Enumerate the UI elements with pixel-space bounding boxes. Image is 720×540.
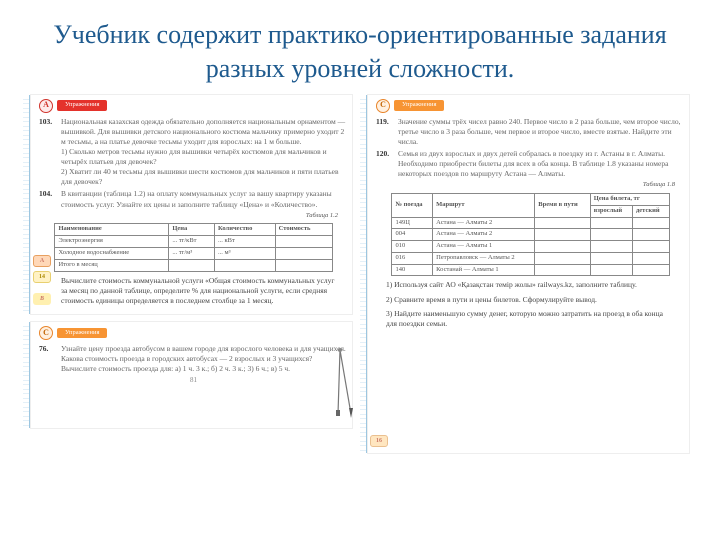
col-route: Маршрут <box>433 194 535 218</box>
col-name: Наименование <box>55 224 169 236</box>
cell: 149Ц <box>392 217 433 229</box>
slide-title: Учебник содержит практико-ориентированны… <box>0 0 720 94</box>
problem-number: 76. <box>39 344 57 374</box>
col-cost: Стоимость <box>275 224 332 236</box>
table-1-2: Наименование Цена Количество Стоимость Э… <box>54 223 332 271</box>
cell: Электроэнергия <box>55 236 169 248</box>
margin-tag-14: 14 <box>33 271 51 283</box>
cell: Итого в месяц <box>55 259 169 271</box>
problem-number: 103. <box>39 117 57 188</box>
problem-number: 104. <box>39 189 57 209</box>
col-child: детский <box>633 205 670 217</box>
section-c-label: Упражнения <box>57 328 107 339</box>
table-1-8: № поезда Маршрут Время в пути Цена билет… <box>391 193 669 276</box>
col-price: Цена <box>169 224 215 236</box>
cell <box>535 229 591 241</box>
badge-c-icon: C <box>376 99 390 113</box>
cell: Астана — Алматы 2 <box>433 217 535 229</box>
cell <box>590 217 632 229</box>
cell <box>633 241 670 253</box>
page-left-bottom: C Упражнения 76. Узнайте цену проезда ав… <box>30 321 353 429</box>
page-number-81: 81 <box>39 376 348 385</box>
cell <box>535 241 591 253</box>
cell <box>275 248 332 260</box>
cell <box>215 259 276 271</box>
cell: ... кВт <box>215 236 276 248</box>
section-c-left-header: C Упражнения <box>39 326 348 340</box>
problem-119: 119. Значение суммы трёх чисел равно 240… <box>376 117 685 147</box>
section-c-label: Упражнения <box>394 100 444 111</box>
col-train-no: № поезда <box>392 194 433 218</box>
problem-120: 120. Семья из двух взрослых и двух детей… <box>376 149 685 179</box>
cell <box>535 252 591 264</box>
left-column: A Упражнения 103. Национальная казахская… <box>30 94 353 534</box>
problem-76: 76. Узнайте цену проезда автобусом в ваш… <box>39 344 348 374</box>
cell: Холодное водоснабжение <box>55 248 169 260</box>
q1: 1) Используя сайт АО «Қазақстан темір жо… <box>386 280 675 290</box>
cell <box>169 259 215 271</box>
cell: ... тг/м³ <box>169 248 215 260</box>
p103-body: Национальная казахская одежда обязательн… <box>61 117 345 146</box>
section-c-right-header: C Упражнения <box>376 99 685 113</box>
two-column-layout: A Упражнения 103. Национальная казахская… <box>0 94 720 534</box>
cell: 140 <box>392 264 433 276</box>
p103-sub1: 1) Сколько метров тесьмы нужно для вышив… <box>61 147 327 166</box>
compass-icon <box>334 348 356 418</box>
cell <box>633 229 670 241</box>
col-time: Время в пути <box>535 194 591 218</box>
cell <box>633 252 670 264</box>
cell <box>275 259 332 271</box>
q2: 2) Сравните время в пути и цены билетов.… <box>386 295 675 305</box>
right-column: C Упражнения 119. Значение суммы трёх чи… <box>367 94 690 534</box>
table12-caption: Таблица 1.2 <box>39 212 348 221</box>
cell <box>590 241 632 253</box>
problem-number: 119. <box>376 117 394 147</box>
cell: ... тг/кВт <box>169 236 215 248</box>
problem-text: Значение суммы трёх чисел равно 240. Пер… <box>398 117 685 147</box>
cell: Астана — Алматы 1 <box>433 241 535 253</box>
margin-tag-a: А <box>33 255 51 267</box>
problem-text: Семья из двух взрослых и двух детей собр… <box>398 149 685 179</box>
problem-103: 103. Национальная казахская одежда обяза… <box>39 117 348 188</box>
page-right: C Упражнения 119. Значение суммы трёх чи… <box>367 94 690 454</box>
problem-text: Национальная казахская одежда обязательн… <box>61 117 348 188</box>
cell <box>590 264 632 276</box>
table18-caption: Таблица 1.8 <box>376 181 685 190</box>
problem-104: 104. В квитанции (таблица 1.2) на оплату… <box>39 189 348 209</box>
problem-text: Узнайте цену проезда автобусом в вашем г… <box>61 344 348 374</box>
col-qty: Количество <box>215 224 276 236</box>
problem-number: 120. <box>376 149 394 179</box>
cell <box>535 217 591 229</box>
badge-a-icon: A <box>39 99 53 113</box>
calc-blurb: Вычислите стоимость коммунальной услуги … <box>61 276 338 306</box>
cell: Петропавловск — Алматы 2 <box>433 252 535 264</box>
cell: 016 <box>392 252 433 264</box>
col-price-top: Цена билета, тг <box>590 194 669 206</box>
section-a-header: A Упражнения <box>39 99 348 113</box>
cell: 010 <box>392 241 433 253</box>
q3: 3) Найдите наименьшую сумму денег, котор… <box>386 309 675 329</box>
cell: ... м³ <box>215 248 276 260</box>
cell <box>633 264 670 276</box>
p103-sub2: 2) Хватит ли 40 м тесьмы для вышивки шес… <box>61 167 338 186</box>
cell <box>590 229 632 241</box>
problem-text: В квитанции (таблица 1.2) на оплату комм… <box>61 189 348 209</box>
margin-tag-b: B <box>33 293 51 305</box>
cell: Костанай — Алматы 1 <box>433 264 535 276</box>
cell <box>633 217 670 229</box>
badge-c-icon: C <box>39 326 53 340</box>
cell: Астана — Алматы 2 <box>433 229 535 241</box>
cell: 004 <box>392 229 433 241</box>
cell <box>590 252 632 264</box>
col-adult: взрослый <box>590 205 632 217</box>
section-a-label: Упражнения <box>57 100 107 111</box>
cell <box>275 236 332 248</box>
cell <box>535 264 591 276</box>
margin-tag-16: 16 <box>370 435 388 447</box>
page-left-top: A Упражнения 103. Национальная казахская… <box>30 94 353 315</box>
